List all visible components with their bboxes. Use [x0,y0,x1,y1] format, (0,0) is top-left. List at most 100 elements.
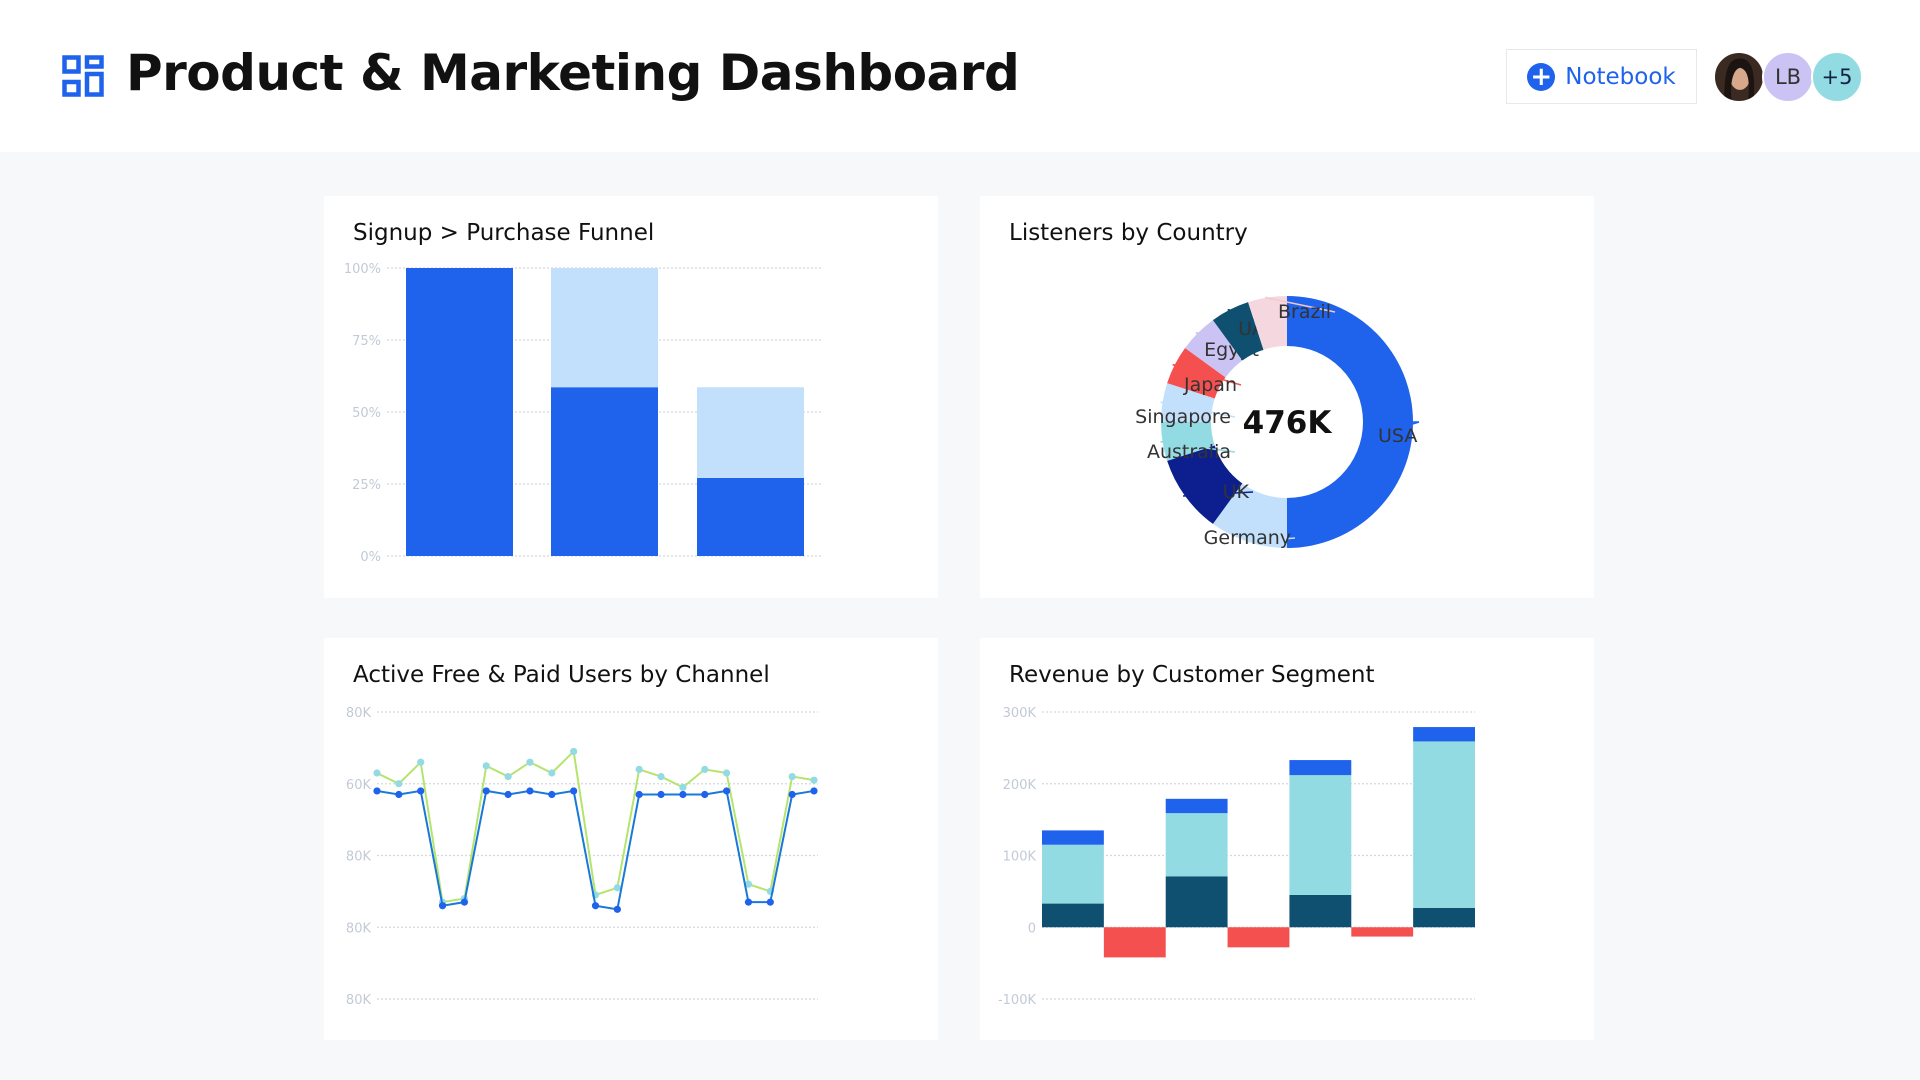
card-title: Active Free & Paid Users by Channel [353,662,770,688]
data-point [504,772,512,781]
revenue-bar-segment [1165,813,1228,877]
revenue-card: Revenue by Customer Segment 300K 200K 100K… [980,638,1594,1040]
funnel-bar [697,387,804,478]
data-point [438,902,447,910]
revenue-bar-segment [1413,741,1475,908]
leader-line [1373,421,1420,437]
series-line [376,749,815,904]
donut-slice-usa [1287,296,1413,548]
data-point [613,905,621,913]
data-point [679,790,687,799]
donut-slice-singapore [1161,383,1215,422]
data-point [395,790,403,799]
y-tick-label: -100K [998,993,1037,1008]
donut-label: UK [1223,481,1250,503]
data-point [788,790,796,799]
data-point [373,769,381,777]
donut-label: USA [1378,425,1417,447]
y-tick-label: 80K [346,850,372,865]
revenue-negative-bar [1227,927,1290,948]
data-point [504,790,512,799]
y-tick-label: 80K [346,706,372,721]
revenue-bar-segment [1289,760,1352,776]
y-tick-label: 50% [352,406,381,421]
header: Product & Marketing Dashboard + Notebook… [0,0,1920,152]
funnel-card: Signup > Purchase Funnel 100% 75% 50% 25% 0% [324,196,938,598]
revenue-bar-segment [1042,903,1104,928]
revenue-bar-segment [1413,727,1475,742]
card-title: Listeners by Country [1009,220,1248,246]
data-point [482,762,490,770]
donut-label: Australia [1147,441,1231,463]
donut-slice-japan [1167,347,1226,399]
data-point [548,790,556,799]
data-point [417,787,425,795]
revenue-bar-segment [1165,876,1228,928]
leader-line [1172,364,1242,386]
page-title: Product & Marketing Dashboard [126,44,1020,102]
data-point [460,898,468,906]
data-point [613,884,621,892]
y-tick-label: 25% [352,478,381,493]
data-point [788,772,796,781]
notebook-button[interactable]: + Notebook [1506,49,1697,104]
leader-line [1160,401,1236,418]
line-chart: 80K 60K 80K 80K 80K [346,706,818,1008]
data-point [810,776,818,784]
data-point [744,898,753,906]
data-point [810,787,818,795]
listeners-card: Listeners by Country USA Germany UK Austral… [980,196,1594,598]
y-tick-label: 300K [1003,706,1037,721]
y-tick-label: 100% [344,262,381,277]
avatar[interactable]: LB [1762,51,1814,103]
revenue-bar-segment [1413,907,1475,928]
y-tick-label: 200K [1003,778,1037,793]
y-tick-label: 75% [352,334,381,349]
revenue-negative-bar [1103,927,1166,958]
dashboard-grid-icon [62,55,104,97]
data-point [591,902,600,910]
data-point [679,783,687,791]
data-point [526,758,534,766]
leader-line [1246,537,1296,543]
revenue-bar-segment [1042,830,1104,845]
revenue-bar-segment [1289,894,1352,928]
more-users-badge[interactable]: +5 [1811,51,1863,103]
funnel-bar [697,477,804,556]
donut-slice-brazil [1248,296,1287,350]
data-point [570,787,578,795]
data-point [766,898,774,906]
data-point [657,790,665,799]
revenue-bar-segment [1042,844,1104,904]
revenue-chart: 300K 200K 100K 0 -100K [998,706,1475,1008]
notebook-label: Notebook [1565,63,1676,90]
y-tick-label: 80K [346,993,372,1008]
revenue-negative-bar [1351,927,1414,937]
leader-line [1160,440,1236,453]
data-point [526,787,534,795]
donut-total: 476K [1243,405,1333,441]
y-tick-label: 0 [1028,921,1036,936]
y-tick-label: 80K [346,921,372,936]
data-point [373,787,381,795]
donut-label: Brazil [1278,301,1331,323]
y-tick-label: 0% [360,550,381,565]
donut-label: Germany [1204,527,1291,549]
donut-label: Japan [1183,374,1237,396]
data-point [395,780,403,788]
donut-slice-australia [1161,422,1215,461]
revenue-bar-segment [1165,798,1228,814]
data-point [635,765,643,773]
data-point [548,769,556,777]
data-point [657,772,665,781]
card-title: Revenue by Customer Segment [1009,662,1375,688]
donut-chart: USAGermanyUKAustraliaSingaporeJapanEgypt… [1135,296,1420,549]
funnel-bar [551,387,658,556]
avatar[interactable] [1713,51,1765,103]
data-point [635,790,643,799]
data-point [701,790,709,799]
revenue-bar-segment [1289,775,1352,895]
donut-slice-germany [1212,483,1287,548]
data-point [482,787,490,795]
donut-slice-uk [1167,445,1243,524]
